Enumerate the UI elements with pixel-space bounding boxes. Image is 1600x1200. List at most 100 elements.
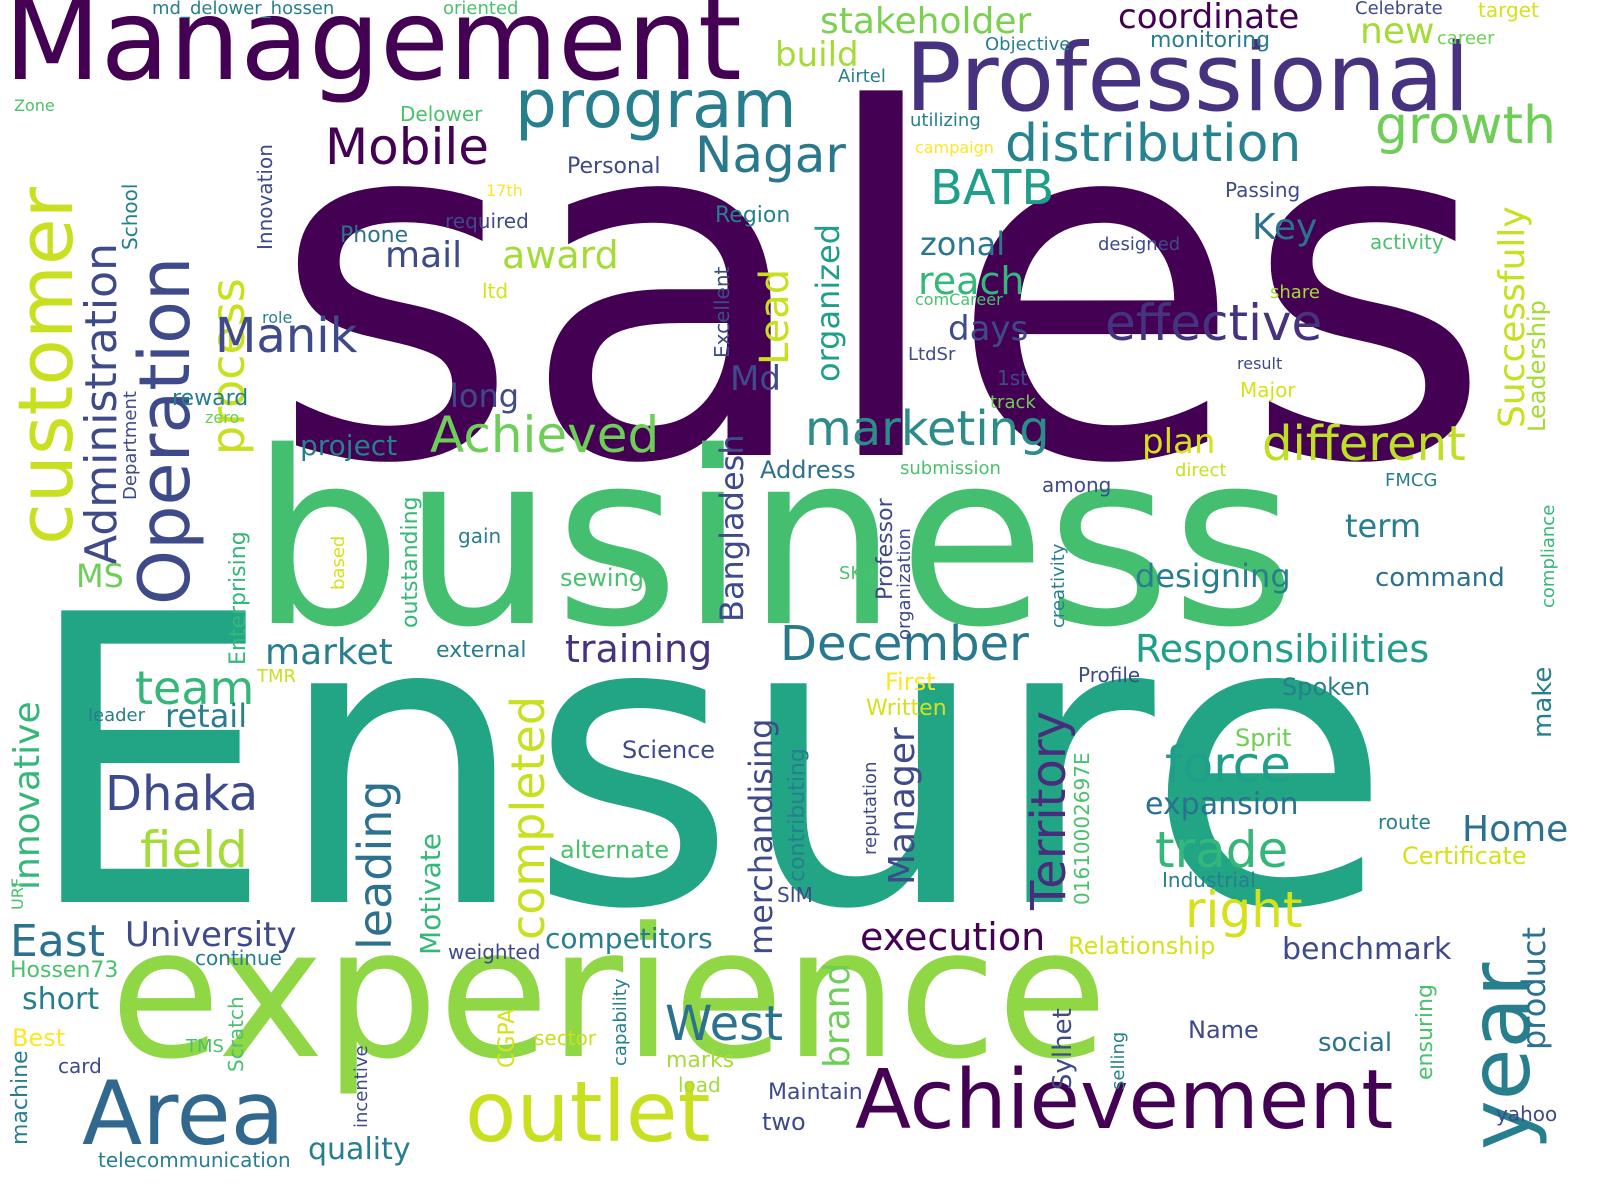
word-campaign: campaign [915,138,994,157]
word-zero: zero [205,408,240,427]
word-distribution: distribution [1005,114,1302,174]
word-force: force [1165,736,1291,794]
word-sylhet: Sylhet [1048,1008,1078,1090]
word-relationship: Relationship [1068,932,1216,960]
word-among: among [1042,473,1112,497]
word-sewing: sewing [560,564,645,592]
word-industrial: Industrial [1162,868,1256,892]
word-mail: mail [385,235,463,276]
word-innovation: Innovation [253,144,277,250]
word-machine: machine [8,1050,33,1145]
word-dhaka: Dhaka [105,766,259,822]
word-project: project [300,429,398,462]
word-required: required [445,209,529,233]
word-organized: organized [809,223,847,382]
word-oriented: oriented [443,0,519,19]
word-professional: Professional [905,24,1470,133]
word-outlet: outlet [465,1063,711,1161]
word-long: long [450,377,520,415]
word-tms: TMS [186,1036,224,1057]
word-team: team [135,661,255,715]
word-growth: growth [1375,96,1556,156]
word-west: West [665,996,784,1052]
word-creativity: creativity [1048,543,1069,628]
word-first: First [885,668,936,696]
word-manik: Manik [215,308,358,364]
word-days: days [948,309,1029,349]
word-target: target [1478,0,1539,22]
word-address: Address [760,456,856,484]
word-right: right [1185,881,1303,939]
word-sku: SKU [839,563,875,584]
word-nagar: Nagar [695,126,846,184]
word-hossen73: Hossen73 [10,958,119,983]
word-coordinate: coordinate [1118,0,1300,37]
word-science: Science [622,736,716,764]
word-territory: Territory [1021,711,1077,910]
word-region: Region [715,203,791,228]
word-product: product [1515,926,1553,1050]
word-manager: Manager [882,727,923,885]
word-zonal: zonal [920,225,1006,263]
word-training: training [565,627,713,671]
word-organization: organization [894,528,915,640]
word-sprit: Sprit [1235,724,1292,752]
word-incentive: incentive [351,1045,372,1128]
word-based: based [328,535,349,590]
word-result: result [1237,354,1283,373]
word-md-delower-hossen: md_delower_hossen [152,0,335,19]
word-achievement: Achievement [855,1053,1394,1148]
word-outstanding: outstanding [398,496,423,628]
word-major: Major [1240,378,1296,402]
word-monitoring: monitoring [1150,28,1271,53]
word-business: business [250,400,1297,680]
word-quality: quality [308,1132,411,1167]
word-enterprising: Enterprising [226,531,251,665]
word-card: card [58,1054,102,1078]
word-innovative: innovative [7,701,48,890]
word-reward: reward [172,386,249,411]
word-east: East [10,916,105,967]
word-marketing: marketing [805,401,1050,457]
word-passing: Passing [1225,178,1301,202]
word-yahoo: yahoo [1496,1102,1558,1126]
word-role: role [262,308,293,327]
word-zone: Zone [14,96,55,115]
word-name: Name [1188,1016,1259,1044]
word-expansion: expansion [1145,787,1299,822]
word-objective: Objective [985,34,1071,55]
word-leadership: Leadership [1523,300,1551,432]
word-university: University [125,915,297,955]
word-management: Management [4,0,742,106]
word-maintain: Maintain [768,1080,863,1105]
word-brand: brand [817,962,858,1068]
word-best: Best [12,1024,66,1052]
word-designed: designed [1098,234,1181,255]
word-external: external [436,638,527,663]
word-profile: Profile [1078,663,1141,687]
word-1st: 1st [997,366,1028,390]
word-marks: marks [666,1048,735,1073]
word-administration: Administration [76,243,127,565]
word-motivate: Motivate [414,833,447,955]
word-effective: effective [1105,294,1323,352]
word-phone: Phone [340,223,409,248]
word-sector: sector [534,1026,597,1050]
word-weighted: weighted [448,940,541,964]
word-ltdsr: LtdSr [908,344,956,365]
word-different: different [1262,416,1466,472]
word-leader: leader [88,705,146,726]
word-telecommunication: telecommunication [98,1148,291,1172]
word-trade: trade [1155,821,1289,879]
word-build: build [775,35,859,75]
word-experience: experience [110,890,1108,1099]
word-01610002697e: 01610002697E [1070,752,1094,905]
word-celebrate: Celebrate [1355,0,1443,19]
word-scratch: Scratch [224,996,248,1072]
word-december: December [780,616,1029,672]
word-continue: continue [195,946,282,970]
word-ms: MS [76,557,124,595]
word-award: award [502,233,619,277]
word-tmr: TMR [257,666,297,687]
word-capability: capability [610,978,631,1066]
